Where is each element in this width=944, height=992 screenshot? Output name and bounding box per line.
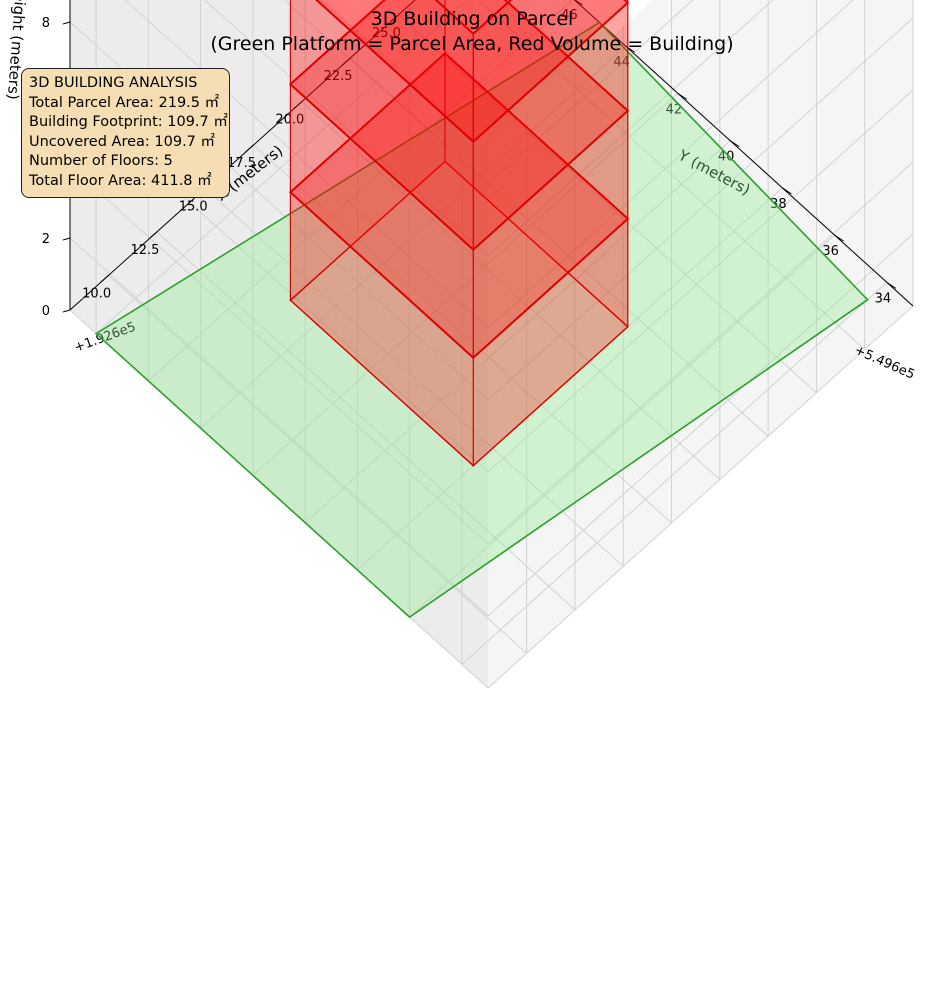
y-tick-label: 44 [613,55,630,70]
grid-line-z-ywall [69,237,489,617]
y-tick-mark [625,45,635,53]
grid-line-y-floor [461,282,888,665]
grid-line-z-xwall [487,17,914,401]
grid-line-x-floor [204,188,624,567]
grid-line-z-ywall [283,0,489,185]
grid-line-y-floor [148,0,573,382]
info-line-parcel-area: Total Parcel Area: 219.5 ㎡ [29,94,220,111]
y-tick-label: 40 [718,150,735,165]
info-line-footprint: Building Footprint: 109.7 ㎡ [29,114,228,130]
grid-line-x-floor [301,101,721,480]
building-floor-3 [289,0,630,251]
y-tick-label: 38 [770,197,787,212]
building-top-face [434,0,513,36]
building-bottom-face [289,0,629,251]
grid-line-z-ywall [204,0,489,257]
y-tick-label: 42 [666,102,683,117]
x-tick-label: 22.5 [324,69,353,84]
building-bottom-face [289,52,629,359]
grid-line-x-floor [398,14,817,394]
grid-line-y-floor [200,45,626,429]
x-tick-label: 12.5 [130,243,159,258]
x-tick-label: 10.0 [82,286,111,301]
grid-line-x-floor [477,0,866,350]
grid-line-z-xwall [487,161,914,545]
grid-line-y-floor [252,93,679,476]
x-tick-label: 17.5 [227,156,256,171]
x-wall-pane [488,0,913,688]
grid-line-z-ywall [69,165,489,545]
x-tick-mark [341,57,351,66]
grid-line-y-floor [409,234,835,618]
z-tick-mark [62,309,71,313]
y-tick-mark [782,187,792,195]
chart-subtitle: (Green Platform = Parcel Area, Red Volum… [210,33,733,55]
grid-line-x-floor [349,57,769,437]
grid-line-z-xwall [487,305,914,689]
grid-line-x-floor [253,144,672,524]
analysis-info-box: 3D BUILDING ANALYSIS Total Parcel Area: … [21,68,230,198]
z-tick-mark [62,237,71,241]
x-tick-mark [100,274,109,283]
grid-line-z-xwall [487,89,914,473]
y-tick-mark [834,234,844,242]
y-tick-mark [677,92,688,100]
z-tick-label: 0 [42,304,50,319]
axis-lines [69,0,914,311]
grid-line-z-xwall [487,0,774,257]
x-tick-mark [148,231,158,240]
grid-line-z-xwall [487,0,694,185]
building-bottom-face [289,160,629,467]
grid-line-x-floor [156,231,576,611]
info-line-floor-area: Total Floor Area: 411.8 ㎡ [29,172,212,189]
y-tick-label: 34 [875,291,892,306]
parcel-platform [94,21,869,619]
info-line-uncovered: Uncovered Area: 109.7 ㎡ [29,133,216,150]
axis-panes [70,0,913,688]
grid-line-x-floor [108,274,527,654]
x-tick-mark [293,101,303,110]
x-tick-mark [390,14,399,23]
y-offset-label: +5.496e5 [852,343,917,383]
z-tick-label: 8 [42,16,50,31]
grid-line-y-floor [95,0,468,334]
y-axis-line [573,0,914,307]
building-volume [288,0,630,467]
y-tick-mark [574,0,583,6]
z-tick-mark [62,21,71,25]
info-line-floors: Number of Floors: 5 [29,153,173,169]
building-floor-2 [288,0,630,359]
y-tick-label: 46 [561,8,578,23]
x-tick-label: 20.0 [275,113,304,128]
x-tick-label: 15.0 [179,199,208,214]
grid-line-z-ywall [124,0,489,329]
x-tick-mark [245,144,254,153]
grid-line-y-floor [304,140,731,523]
info-line-heading: 3D BUILDING ANALYSIS [29,75,198,91]
y-tick-label: 36 [822,244,839,259]
y-tick-mark [886,281,897,289]
x-axis-line [69,0,416,311]
z-tick-label: 2 [42,232,50,247]
chart-title: 3D Building on Parcel [371,8,574,30]
building-floor-4 [315,0,629,143]
grid-line-z-xwall [487,233,914,617]
y-tick-mark [729,140,740,148]
building-bottom-face [315,0,629,143]
parcel-polygon [94,21,869,619]
x-tick-label: 25.0 [372,26,401,41]
